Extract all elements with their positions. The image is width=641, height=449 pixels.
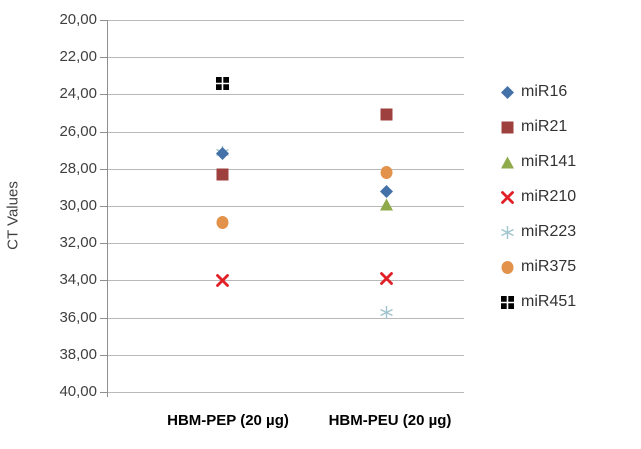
x-icon [501,190,514,204]
y-tick-label: 34,00 [59,271,97,289]
y-axis-tick [100,131,107,133]
data-point-miR141 [379,198,393,211]
y-axis-tick [100,206,107,207]
grid-square-icon [501,295,514,309]
data-point-miR223 [379,305,393,319]
y-tick-label: 20,00 [59,11,97,28]
gridline [107,131,464,133]
y-tick-label: 22,00 [59,48,97,66]
data-point-miR210 [215,273,229,287]
square-icon [501,121,514,134]
gridline [107,57,464,59]
legend-item-miR451: miR451 [501,291,576,313]
legend-item-miR141: miR141 [501,151,576,173]
circle-icon [501,260,514,274]
legend-item-miR21: miR21 [501,116,567,138]
legend-label: miR223 [521,223,577,240]
legend-item-miR210: miR210 [501,186,576,208]
x-category-label: HBM-PEP (20 µg) [167,412,289,429]
y-axis-tick [100,392,107,393]
y-axis-tick [100,168,107,170]
y-tick-label: 26,00 [59,122,97,140]
legend-label: miR451 [521,293,577,310]
y-axis-tick [100,243,107,245]
y-axis-tick [100,57,107,59]
asterisk-icon [501,225,514,239]
legend-label: miR21 [521,118,568,135]
legend-item-miR375: miR375 [501,256,576,278]
y-tick-label: 30,00 [59,197,97,214]
gridline [107,243,464,245]
legend-item-miR16: miR16 [501,81,567,103]
data-point-miR451 [215,76,229,90]
gridline [107,20,464,21]
y-axis-tick [100,354,107,356]
y-axis-title: CT Values [4,181,22,250]
gridline [107,280,464,282]
y-axis-tick [100,280,107,282]
gridline [107,354,464,356]
gridline [107,206,464,207]
legend-item-miR223: miR223 [501,221,576,243]
data-point-miR375 [216,216,229,230]
data-point-miR16 [215,147,229,161]
y-tick-label: 36,00 [59,308,97,326]
y-tick-label: 24,00 [59,85,97,103]
gridline [107,94,464,96]
diamond-icon [501,85,514,99]
legend-label: miR16 [521,83,568,100]
y-axis-line [107,20,108,397]
y-axis-tick [100,94,107,96]
x-category-label: HBM-PEU (20 µg) [328,412,452,429]
triangle-icon [501,156,514,169]
data-point-miR16 [379,184,393,198]
data-point-miR21 [380,108,393,121]
legend-label: miR210 [521,188,577,205]
data-point-miR210 [379,272,393,285]
y-tick-label: 28,00 [59,159,97,177]
y-tick-label: 40,00 [59,383,97,400]
data-point-miR21 [216,168,229,181]
data-point-miR375 [380,166,393,180]
gridline [107,392,464,393]
gridline [107,317,464,319]
y-tick-label: 32,00 [59,234,97,252]
y-tick-label: 38,00 [59,345,97,363]
y-axis-tick [100,20,107,21]
y-axis-tick [100,317,107,319]
gridline [107,168,464,170]
legend-label: miR375 [521,258,577,275]
legend-label: miR141 [521,153,577,170]
